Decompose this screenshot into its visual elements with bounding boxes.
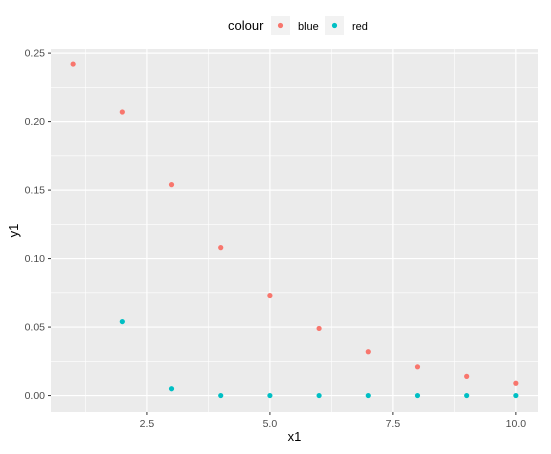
x-tick-label: 7.5 [386,418,401,430]
y-tick-label: 0.20 [25,116,46,128]
legend: colour blue red [228,16,368,35]
data-points [70,61,519,399]
data-point-red [218,392,224,399]
data-point-red [464,392,470,399]
data-point-blue [218,245,224,251]
data-point-blue [414,364,421,370]
x-axis-title: x1 [288,429,302,444]
data-point-red [119,318,125,325]
data-point-red [365,392,371,399]
y-tick-label: 0.10 [25,253,46,265]
legend-title: colour [228,18,264,33]
y-axis-title: y1 [6,224,21,238]
legend-label-blue: blue [298,21,319,33]
data-point-blue [267,292,273,299]
x-axis: 2.5 5.0 7.5 10.0 [140,412,527,430]
data-point-blue [464,373,470,379]
legend-marker-red [331,22,338,29]
legend-label-red: red [352,21,368,33]
major-gridlines [51,49,538,412]
x-tick-label: 10.0 [506,418,527,430]
y-tick-label: 0.25 [25,48,46,60]
y-tick-label: 0.05 [25,322,46,334]
data-point-red [267,392,273,399]
data-point-red [513,392,519,399]
minor-gridlines [51,49,538,412]
y-tick-label: 0.00 [25,390,46,402]
x-tick-label: 2.5 [140,418,155,430]
data-point-red [316,392,322,399]
data-point-blue [513,380,519,386]
y-tick-label: 0.15 [25,185,46,197]
plot-panel [51,49,538,412]
data-point-blue [365,349,371,355]
data-point-blue [316,325,322,332]
data-point-red [168,386,175,392]
x-tick-label: 5.0 [263,418,278,430]
data-point-blue [70,61,76,67]
data-point-blue [119,109,125,115]
y-axis: 0.00 0.05 0.10 0.15 0.20 0.25 [25,48,51,402]
data-point-red [414,392,421,399]
data-point-blue [168,182,175,188]
legend-marker-blue [277,22,284,29]
